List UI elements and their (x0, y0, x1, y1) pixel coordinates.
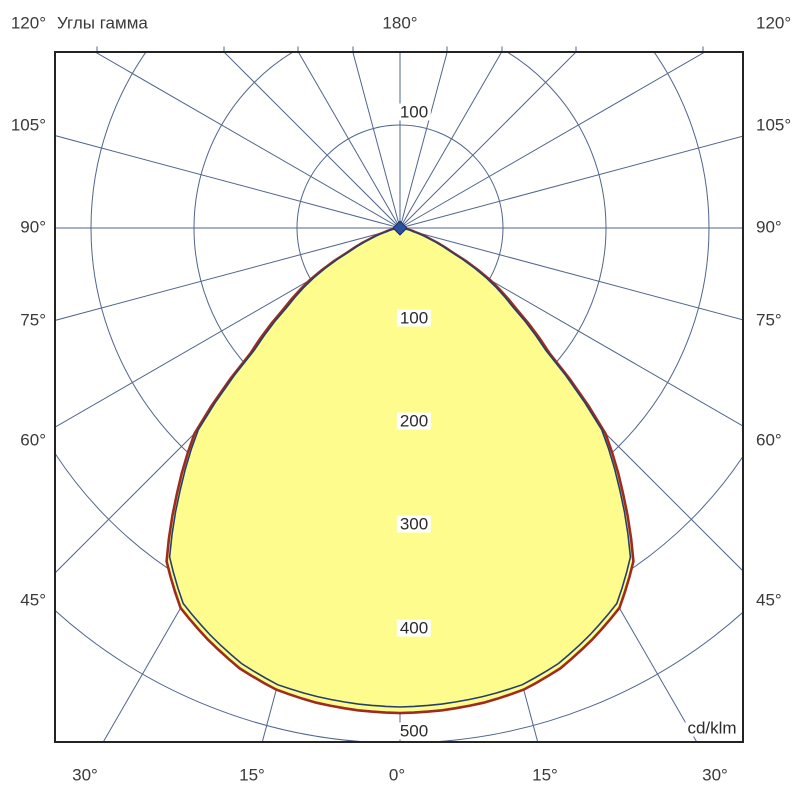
radial-grid-line (399, 227, 743, 427)
radius-label-100: 100 (396, 309, 432, 327)
plot-frame (54, 51, 744, 743)
radius-label-400: 400 (396, 619, 432, 637)
radial-grid-line (94, 52, 401, 229)
center-marker (392, 220, 408, 236)
gamma-label-bottom-30L: 30° (72, 765, 98, 785)
gamma-label-bottom-15R: 15° (532, 765, 558, 785)
gamma-label-left-75: 75° (20, 310, 46, 330)
gamma-label-bottom-0: 0° (388, 765, 406, 785)
gamma-label-bottom-30R: 30° (702, 765, 728, 785)
gamma-label-right-90: 90° (756, 217, 782, 237)
radius-label-500: 500 (396, 722, 432, 740)
radial-grid-line (399, 52, 448, 229)
gamma-label-left-60: 60° (20, 430, 46, 450)
radial-grid-line (399, 52, 503, 229)
radius-label-200: 200 (396, 412, 432, 430)
radius-label-100-upper: 100 (396, 103, 432, 121)
radial-grid-line (55, 227, 401, 428)
radial-grid-line (223, 52, 401, 229)
gamma-label-bottom-15L: 15° (239, 765, 265, 785)
gamma-label-right-75: 75° (756, 310, 782, 330)
radial-grid-line (352, 52, 401, 229)
chart-title: Углы гамма (57, 13, 148, 33)
radial-grid-line (399, 135, 743, 229)
radial-grid-line (297, 52, 401, 229)
radial-grid-line (399, 52, 577, 229)
gamma-label-right-120: 120° (756, 13, 792, 33)
gamma-label-left-90: 90° (20, 217, 46, 237)
gamma-label-right-105: 105° (756, 115, 792, 135)
radial-grid-line (55, 135, 401, 229)
radial-grid-line (399, 227, 743, 321)
radial-grid-line (399, 52, 706, 229)
curve-c0-c180 (168, 227, 632, 708)
unit-label: cd/klm (685, 718, 739, 738)
radius-label-300: 300 (396, 515, 432, 533)
gamma-label-right-60: 60° (756, 430, 782, 450)
gamma-label-left-105: 105° (10, 115, 46, 135)
gamma-label-right-45: 45° (756, 590, 782, 610)
gamma-label-left-45: 45° (20, 590, 46, 610)
gamma-label-left-120: 120° (10, 13, 46, 33)
radial-grid-line (55, 227, 401, 321)
gamma-label-top-180: 180° (382, 13, 418, 33)
